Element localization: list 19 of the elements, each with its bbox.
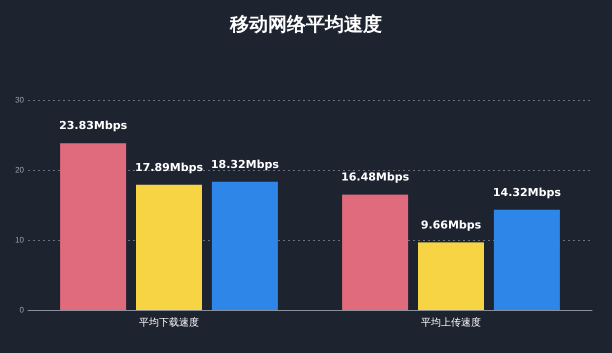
bar (342, 194, 408, 310)
y-tick-label: 0 (20, 306, 25, 314)
chart-title: 移动网络平均速度 (229, 14, 382, 36)
x-tick-label: 平均下载速度 (139, 316, 199, 328)
y-tick-label: 30 (15, 96, 25, 104)
bar (60, 143, 126, 310)
bar (494, 210, 560, 310)
bar (136, 184, 202, 310)
data-label: 23.83Mbps (59, 119, 128, 132)
bar (418, 242, 484, 310)
x-tick-label: 平均上传速度 (421, 316, 481, 328)
data-label: 14.32Mbps (492, 186, 562, 199)
data-label: 16.48Mbps (341, 170, 410, 184)
bar (212, 182, 278, 310)
y-tick-label: 10 (15, 236, 25, 244)
data-label: 9.66Mbps (420, 218, 482, 232)
y-tick-label: 20 (15, 166, 25, 174)
data-label: 18.32Mbps (210, 158, 280, 171)
data-label: 17.89Mbps (134, 160, 204, 174)
